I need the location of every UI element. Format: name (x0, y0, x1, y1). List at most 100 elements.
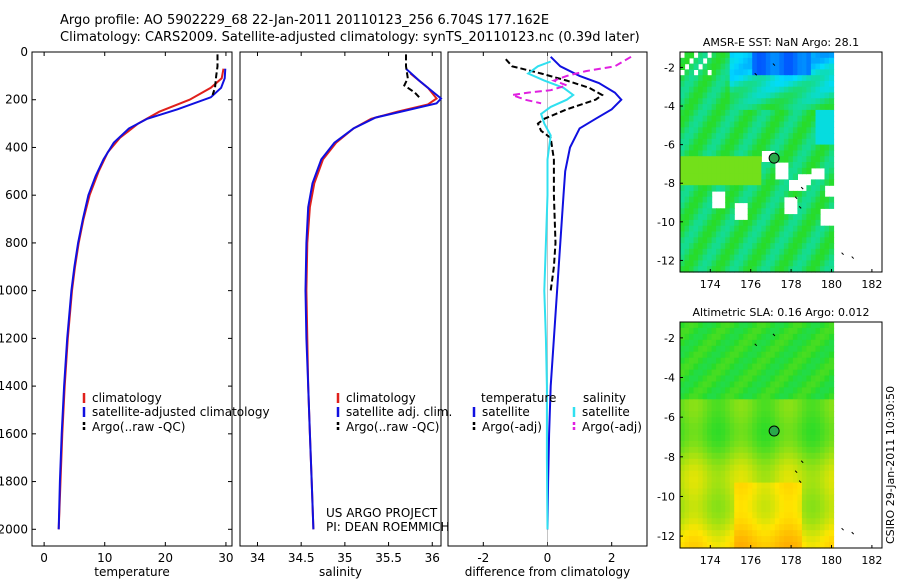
sst_map-cell (702, 121, 708, 128)
sst_map-cell (684, 248, 690, 256)
sst_map-cell (770, 92, 776, 99)
sla_map-cell (783, 446, 789, 454)
sst_map-cell (797, 219, 803, 227)
sst_map-cell (765, 162, 771, 169)
sla_map-cell (806, 500, 812, 507)
sst_map-cell (761, 266, 767, 273)
project-annotation: US ARGO PROJECT (326, 506, 438, 520)
sla_map-cell (698, 464, 704, 472)
sst_map-cell (815, 190, 821, 198)
sla_map-cell (716, 524, 722, 531)
sla_map-cell (743, 399, 749, 406)
sst_map-cell (711, 69, 717, 76)
sst_map-cell (765, 231, 771, 238)
sst_map-cell (788, 92, 794, 99)
sla_map-cell (815, 327, 821, 335)
sst_map-cell (725, 225, 731, 233)
sla_map-cell (702, 494, 708, 501)
sla_map-cell (747, 458, 753, 466)
sla_map-cell (810, 500, 816, 507)
sla_map-cell (806, 405, 812, 412)
sst_map-cell (783, 243, 789, 250)
sst_map-cell (716, 69, 722, 76)
sla_map-cell (680, 494, 686, 501)
sla_map-cell (729, 351, 735, 359)
sst_map-cell (801, 202, 807, 209)
sst_map-cell (707, 190, 713, 198)
sla_map-cell (743, 393, 749, 400)
sla_map-cell (788, 518, 794, 525)
sst_map-cell (815, 219, 821, 227)
sst_map-cell (820, 266, 826, 273)
sla_map-cell (698, 512, 704, 519)
sla_map-cell (689, 381, 695, 388)
sla_map-cell (707, 369, 713, 377)
sst_map-cell (779, 150, 785, 157)
sst_map-cell (765, 167, 771, 175)
sla_map-cell (810, 530, 816, 537)
sst_map-cell (725, 254, 731, 261)
sla_map-cell (702, 482, 708, 490)
sla_map-cell (810, 363, 816, 371)
sla_map-cell (797, 357, 803, 365)
sla_map-cell (770, 393, 776, 400)
sla_map-cell (820, 482, 826, 490)
sst_map-cell (702, 75, 708, 82)
sla_map-cell (806, 399, 812, 406)
sst_map-cell (797, 248, 803, 256)
sla_map-cell (820, 327, 826, 335)
sla_map-cell (747, 411, 753, 418)
sla_map-cell (702, 542, 708, 549)
sst_map-cell (761, 254, 767, 261)
sla_map-cell (797, 488, 803, 495)
sst_map-cell (806, 243, 812, 250)
salinity-series-line (304, 67, 443, 530)
sst_map-cell (779, 133, 785, 140)
sst_map-cell (783, 104, 789, 111)
sla_map-cell (824, 369, 830, 377)
sla_map-cell (698, 476, 704, 484)
sla_map-cell (680, 393, 686, 400)
sst_map-cell (747, 75, 753, 82)
sla_map-cell (792, 464, 798, 472)
sla_map-cell (752, 405, 758, 412)
sst_map-cell (815, 254, 821, 261)
sst_map-cell (698, 98, 704, 105)
sst_map-cell (680, 173, 686, 180)
sst_map-cell (698, 196, 704, 204)
sst_map-cell (689, 115, 695, 123)
sla_map-cell (806, 339, 812, 347)
sla_map-cell (698, 440, 704, 448)
sst_map-cell (792, 260, 798, 267)
sst_map-cell (684, 121, 690, 128)
sst_map-cell (783, 86, 789, 94)
sst_map-cell (725, 214, 731, 221)
sst_map-cell (693, 208, 699, 215)
sst_map-cell (801, 248, 807, 256)
sst_map-cell (711, 237, 717, 244)
sla_map-cell (788, 322, 794, 329)
sst_map-xtick-label: 182 (861, 278, 882, 291)
sla_map-cell (680, 357, 686, 365)
sst_map-cell (711, 173, 717, 180)
sst_map-cell (747, 202, 753, 209)
sla_map-cell (689, 369, 695, 377)
sst_map-cell (729, 52, 735, 59)
sla_map-cell (815, 452, 821, 460)
sst_map-cell (729, 115, 735, 123)
sla_map-cell (698, 530, 704, 537)
sla_map-cell (711, 345, 717, 353)
sla_map-cell (765, 458, 771, 466)
sst_map-cell (693, 104, 699, 111)
sst_map-cell (783, 260, 789, 267)
sla_map-cell (689, 518, 695, 525)
sst_map-cell (738, 104, 744, 111)
sst_map-cell (761, 243, 767, 250)
sst_map-cell (788, 167, 794, 175)
sst_map-cell (770, 214, 776, 221)
sla_map-cell (815, 470, 821, 478)
sla_map-cell (783, 411, 789, 418)
sla_map-cell (684, 458, 690, 466)
sst_map-cell (824, 144, 830, 151)
sla_map-cell (829, 399, 835, 406)
